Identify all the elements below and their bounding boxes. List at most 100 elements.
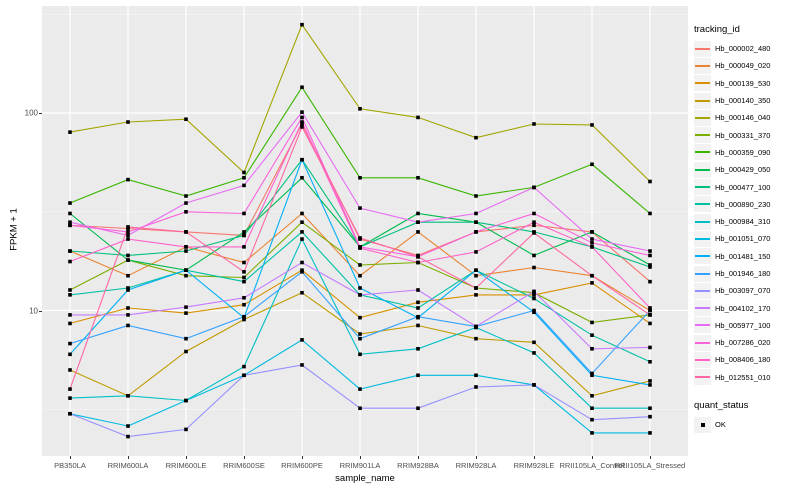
legend-item: Hb_000477_100 <box>694 178 798 196</box>
data-point <box>532 231 536 235</box>
data-point <box>590 245 594 249</box>
legend-key-swatch <box>694 248 711 265</box>
legend-key-swatch <box>694 196 711 213</box>
legend-item-label: Hb_008406_180 <box>715 355 771 365</box>
legend-item-label: Hb_000140_350 <box>715 96 771 106</box>
data-point <box>184 268 188 272</box>
data-point <box>532 289 536 294</box>
data-point <box>532 220 536 224</box>
x-axis-title: sample_name <box>335 473 395 484</box>
data-point <box>242 230 246 234</box>
data-point <box>590 393 594 398</box>
x-tick-mark <box>476 456 477 459</box>
data-point <box>532 211 536 216</box>
plot-panel <box>42 6 688 456</box>
data-point <box>590 431 594 435</box>
x-tick-label: RRIM600PE <box>281 461 323 470</box>
x-tick-mark <box>186 456 187 459</box>
data-point <box>416 406 420 411</box>
data-point <box>532 253 536 258</box>
data-point <box>184 117 188 122</box>
data-point <box>300 120 304 124</box>
data-point <box>68 341 72 346</box>
data-point <box>126 237 130 241</box>
data-point <box>590 237 594 241</box>
x-tick-mark <box>302 456 303 459</box>
data-point <box>300 270 304 274</box>
data-point <box>242 175 246 180</box>
data-point <box>242 211 246 216</box>
data-point <box>68 368 72 372</box>
data-point <box>532 293 536 297</box>
data-point <box>416 260 420 265</box>
data-point <box>532 296 536 301</box>
x-tick-label: RRIM928LA <box>455 461 497 470</box>
legend-item: Hb_000890_230 <box>694 196 798 213</box>
data-point <box>242 317 246 322</box>
legend-item: Hb_005977_100 <box>694 317 798 334</box>
legend-key-swatch <box>694 282 711 299</box>
data-point <box>648 263 652 267</box>
data-point <box>474 211 478 216</box>
data-point <box>648 345 652 350</box>
legend-line-icon <box>695 237 710 240</box>
data-point <box>126 393 130 398</box>
legend-item-label: Hb_000331_370 <box>715 130 771 140</box>
x-tick-mark <box>244 456 245 459</box>
data-point <box>184 311 188 315</box>
legend-key-swatch <box>694 230 711 247</box>
data-point <box>300 230 304 234</box>
legend-item: Hb_000429_050 <box>694 161 798 178</box>
data-point <box>184 427 188 432</box>
data-point <box>126 306 130 310</box>
data-point <box>126 286 130 290</box>
data-point <box>300 157 304 162</box>
legend-item-label: Hb_000359_090 <box>715 147 771 157</box>
legend-line-icon <box>695 116 710 119</box>
data-point <box>590 281 594 285</box>
data-point <box>300 211 304 216</box>
data-point <box>358 293 362 297</box>
data-point <box>416 373 420 378</box>
data-point <box>648 308 652 313</box>
data-point <box>300 110 304 114</box>
data-point <box>126 273 130 278</box>
data-point <box>68 249 72 253</box>
data-point <box>300 260 304 265</box>
data-point <box>242 233 246 238</box>
legend-line-icon <box>695 203 710 206</box>
data-point <box>242 245 246 249</box>
data-point <box>590 406 594 411</box>
data-point <box>68 396 72 400</box>
data-point <box>648 379 652 383</box>
data-point <box>126 434 130 439</box>
data-point <box>358 315 362 320</box>
data-point <box>358 206 362 210</box>
data-point <box>242 279 246 284</box>
data-point <box>126 253 130 258</box>
data-point <box>358 246 362 250</box>
data-point <box>416 220 420 224</box>
data-point <box>474 336 478 341</box>
data-point <box>184 273 188 278</box>
legend-key-swatch <box>694 317 711 334</box>
legend-item-label: Hb_003097_070 <box>715 286 771 296</box>
legend-key-swatch <box>694 75 711 92</box>
legend-line-icon <box>695 151 710 154</box>
legend-item: Hb_000146_040 <box>694 109 798 126</box>
data-point <box>184 245 188 249</box>
y-tick-label: 100 <box>24 108 38 118</box>
data-point <box>648 249 652 253</box>
data-point <box>590 273 594 278</box>
data-point <box>416 323 420 328</box>
data-point <box>68 293 72 297</box>
data-point <box>358 273 362 278</box>
data-point <box>474 385 478 389</box>
data-point <box>648 321 652 326</box>
data-point <box>126 225 130 229</box>
data-point <box>590 333 594 337</box>
legend-item-label: Hb_005977_100 <box>715 320 771 330</box>
data-point <box>358 352 362 357</box>
data-point <box>300 175 304 180</box>
